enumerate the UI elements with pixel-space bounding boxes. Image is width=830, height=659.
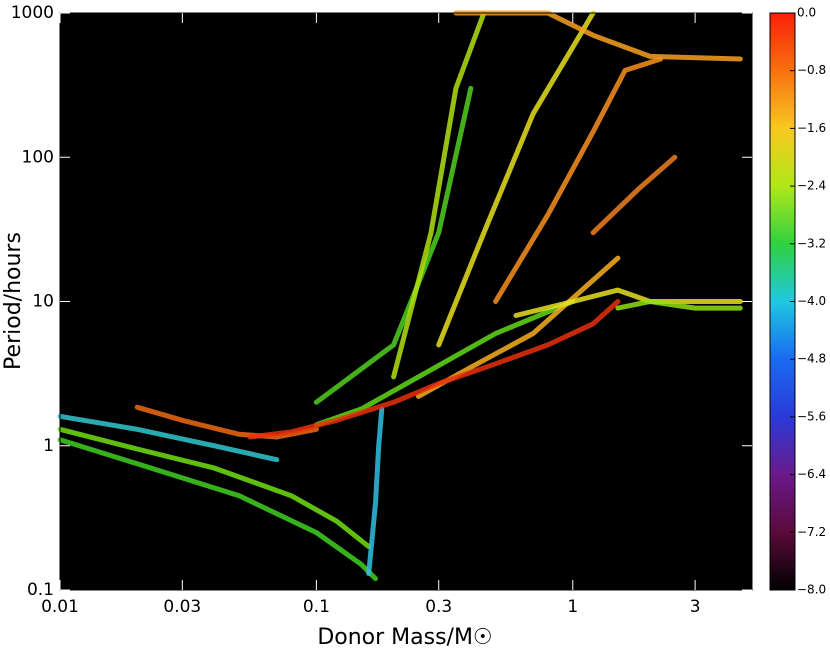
colorbar-tick-label: −4.0	[797, 294, 826, 308]
track-line	[366, 406, 385, 577]
track-line	[590, 154, 678, 236]
track-line	[513, 287, 743, 318]
colorbar-tick-label: −8.0	[797, 583, 826, 597]
colorbar-tick-label: −1.6	[797, 121, 826, 135]
x-tick-label: 0.03	[163, 597, 201, 617]
x-tick-label: 1	[567, 597, 578, 617]
y-axis-label: Period/hours	[1, 232, 26, 370]
track-line	[436, 10, 596, 348]
track-line	[57, 413, 280, 463]
colorbar-tick-label: −2.4	[797, 179, 826, 193]
track-line	[615, 299, 743, 311]
track-line	[493, 56, 664, 304]
x-tick-label: 0.1	[303, 597, 330, 617]
y-tick-label: 1	[43, 436, 54, 456]
colorbar-tick-label: −3.2	[797, 236, 826, 250]
colorbar-tick-label: −6.4	[797, 467, 826, 481]
colorbar-tick-label: −4.8	[797, 352, 826, 366]
plot-area	[60, 13, 752, 590]
y-tick-label: 1000	[11, 3, 54, 23]
colorbar-tick-label: −7.2	[797, 525, 826, 539]
y-tick-label: 10	[32, 292, 54, 312]
y-tick-label: 100	[22, 147, 54, 167]
x-axis-label: Donor Mass/M☉	[317, 625, 492, 650]
x-tick-label: 3	[690, 597, 701, 617]
track-line	[57, 437, 378, 582]
track-line	[247, 299, 621, 440]
track-line	[57, 426, 372, 550]
colorbar-tick-label: −5.6	[797, 409, 826, 423]
x-tick-label: 0.3	[425, 597, 452, 617]
y-tick-label: 0.1	[27, 580, 54, 600]
track-line	[391, 10, 487, 380]
track-line	[313, 299, 576, 428]
x-tick-label: 0.01	[41, 597, 79, 617]
colorbar-tick-label: 0.0	[797, 6, 816, 20]
colorbar-tick-label: −0.8	[797, 63, 826, 77]
